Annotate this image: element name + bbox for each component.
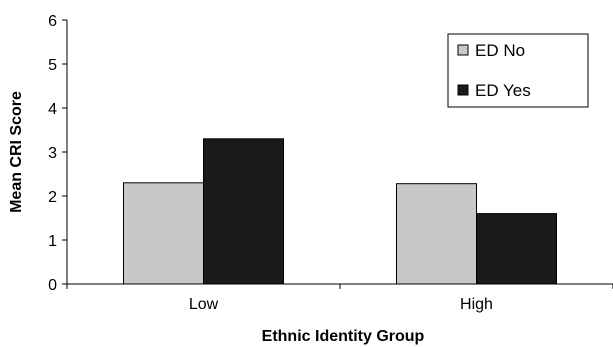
y-tick-label: 2: [48, 189, 57, 206]
x-axis-title: Ethnic Identity Group: [262, 328, 425, 345]
legend-label-ed-yes: ED Yes: [475, 81, 531, 100]
legend-swatch-ed-yes: [457, 84, 469, 96]
y-tick-label: 3: [48, 145, 57, 162]
bars: [123, 138, 557, 285]
x-tick-label: Low: [189, 296, 219, 313]
legend-box: [447, 33, 589, 108]
legend: ED No ED Yes: [447, 33, 589, 108]
bar-ed-no-high: [396, 183, 477, 285]
y-axis-title: Mean CRI Score: [8, 91, 25, 213]
y-tick-label: 4: [48, 101, 57, 118]
legend-swatch-ed-no: [457, 44, 469, 56]
y-tick-label: 5: [48, 57, 57, 74]
y-tick-label: 6: [48, 13, 57, 30]
x-tick-label: High: [460, 296, 493, 313]
y-tick-label: 1: [48, 233, 57, 250]
legend-label-ed-no: ED No: [475, 41, 525, 60]
x-axis: Low High: [66, 283, 613, 313]
y-tick-label: 0: [48, 277, 57, 294]
y-axis: 0 1 2 3 4 5 6: [48, 13, 68, 294]
bar-ed-yes-low: [203, 138, 284, 285]
bar-ed-no-low: [123, 182, 204, 285]
bar-ed-yes-high: [476, 213, 557, 285]
